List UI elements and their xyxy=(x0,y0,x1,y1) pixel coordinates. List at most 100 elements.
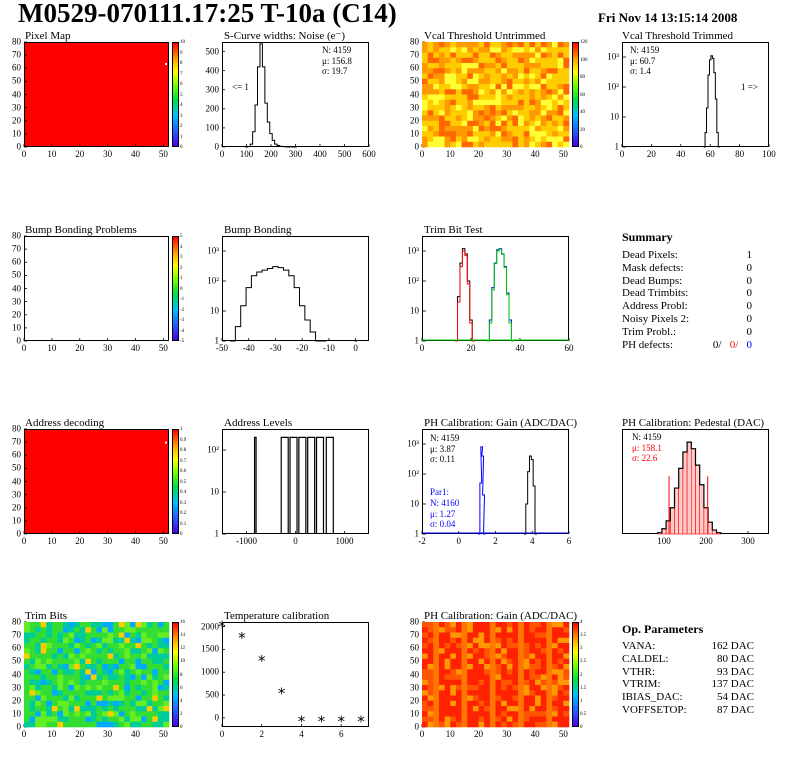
trim-bits-x-tick: 50 xyxy=(158,729,168,739)
ph-defects-black: 0/ xyxy=(712,338,722,351)
trim-bits-cell xyxy=(102,695,108,702)
trim-bit-test-x-tick: 20 xyxy=(466,343,476,353)
ph-gain-map-cell xyxy=(552,700,558,707)
ph-gain-map-cell xyxy=(518,669,525,675)
vcal-untrimmed-cell xyxy=(506,89,513,95)
vcal-untrimmed-cell xyxy=(455,131,462,137)
ph-gain-map-cell xyxy=(484,632,491,639)
vcal-untrimmed-cell xyxy=(506,84,513,90)
trim-bits-cell xyxy=(102,627,108,633)
vcal-trimmed-x-tick: 0 xyxy=(619,149,625,159)
ph-gain-map-cell xyxy=(518,643,525,649)
ph-gain-map-cell xyxy=(427,664,434,670)
ph-gain-map-cell xyxy=(523,695,530,702)
ph-gain-map-cell xyxy=(557,643,564,649)
vcal-untrimmed-cell xyxy=(563,42,570,48)
trim-bits-cell xyxy=(129,679,136,686)
ph-gain-map-cell xyxy=(529,679,536,686)
trim-bits-z-tick: 14 xyxy=(180,633,185,639)
trim-bits-cell xyxy=(135,622,142,628)
trim-bits-cell xyxy=(96,711,103,717)
trim-bits-cell xyxy=(85,690,92,696)
trim-bits-cell xyxy=(124,711,131,717)
op-parameters-box: Op. Parameters VANA: 162 DAC CALDEL: 80 DAC… xyxy=(622,622,754,717)
trim-bits-cell xyxy=(118,653,125,660)
trim-bits-cell xyxy=(79,679,86,686)
vcal-untrimmed-cell xyxy=(495,120,502,127)
vcal-untrimmed-cell xyxy=(518,78,525,85)
ph-gain-map-cell xyxy=(518,664,525,670)
trim-bits-cell xyxy=(113,721,120,728)
ph-pedestal-bar xyxy=(682,451,688,535)
vcal-untrimmed-cell xyxy=(472,57,479,64)
trim-bits-cell xyxy=(129,690,136,696)
trim-bits-cell xyxy=(40,653,47,660)
ph-gain-map-cell xyxy=(512,648,519,654)
temperature-y-tick: 500 xyxy=(205,689,220,700)
trim-bits-cell xyxy=(113,685,120,691)
address-decoding-x-tick: 40 xyxy=(131,536,141,546)
vcal-untrimmed-z-tick: 20 xyxy=(580,127,585,133)
ph-gain-map-cell xyxy=(546,664,553,670)
ph-gain-map-cell xyxy=(478,648,485,654)
trim-bits-cell xyxy=(29,685,36,691)
ph-gain-map-cell xyxy=(523,690,530,696)
ph-gain-map-cell xyxy=(461,643,468,649)
ph-gain-map-cell xyxy=(529,664,536,670)
ph-gain-map-cell xyxy=(472,706,479,712)
address-levels-y-tick: 10 xyxy=(210,486,219,497)
vcal-untrimmed-cell xyxy=(563,126,570,132)
vcal-untrimmed-cell xyxy=(478,84,485,90)
vcal-untrimmed-cell xyxy=(546,57,553,64)
trim-bits-cell xyxy=(118,664,125,670)
ph-gain-map-cell xyxy=(484,716,491,723)
vcal-untrimmed-cell xyxy=(563,89,570,95)
vcal-untrimmed-cell xyxy=(563,115,570,122)
trim-bits-cell xyxy=(124,706,131,712)
vcal-untrimmed-cell xyxy=(518,42,525,48)
ph-gain-map-cell xyxy=(512,674,519,681)
trim-bits-cell xyxy=(96,695,103,702)
ph-gain-map-cell xyxy=(455,695,462,702)
ph-gain-map-cell xyxy=(495,653,502,660)
trim-bits-cell xyxy=(40,695,47,702)
ph-gain-map-cell xyxy=(523,711,530,717)
vcal-untrimmed-cell xyxy=(472,126,479,132)
vcal-trimmed-x-tick: 60 xyxy=(705,149,715,159)
vcal-untrimmed-cell xyxy=(546,84,553,90)
vcal-untrimmed-cell xyxy=(444,89,451,95)
trim-bits-cell xyxy=(135,632,142,639)
trim-bits-cell xyxy=(74,648,81,654)
ph-gain-map-cell xyxy=(433,632,440,639)
vcal-untrimmed-y-tick: 50 xyxy=(410,75,419,86)
vcal-untrimmed-cell xyxy=(563,131,570,137)
ph-gain-map-cell xyxy=(438,711,445,717)
vcal-untrimmed-cell xyxy=(540,131,547,137)
ph-gain-map-cell xyxy=(478,716,485,723)
address-decoding-y-tick: 10 xyxy=(12,515,21,526)
trim-bits-cell xyxy=(24,695,30,702)
trim-bits-cell xyxy=(24,632,30,639)
trim-bits-cell xyxy=(152,721,159,728)
trim-bits-cell xyxy=(163,658,170,665)
ph-gain-n: N: 4159 xyxy=(430,433,460,443)
ph-gain-map-cell xyxy=(461,622,468,628)
vcal-untrimmed-cell xyxy=(433,115,440,122)
ph-gain-map-cell xyxy=(518,711,525,717)
ph-pedestal-bar xyxy=(699,484,705,535)
trim-bits-y-tick: 20 xyxy=(12,695,21,706)
vcal-untrimmed-cell xyxy=(489,115,496,122)
vcal-untrimmed-cell xyxy=(427,99,434,106)
trim-bits-cell xyxy=(107,679,114,686)
vcal-untrimmed-cell xyxy=(563,68,570,74)
trim-bit-test-y-tick: 1 xyxy=(414,335,420,346)
vcal-untrimmed-cell xyxy=(506,110,513,116)
trim-bits-cell xyxy=(63,679,69,686)
param-label: VTRIM: xyxy=(622,678,661,691)
ph-gain-map-cell xyxy=(535,700,542,707)
address-levels-peak xyxy=(315,436,325,534)
trim-bits-cell xyxy=(141,632,147,639)
trim-bits-cell xyxy=(51,648,58,654)
vcal-untrimmed-cell xyxy=(518,63,525,69)
ph-gain-map-cell xyxy=(478,637,485,644)
